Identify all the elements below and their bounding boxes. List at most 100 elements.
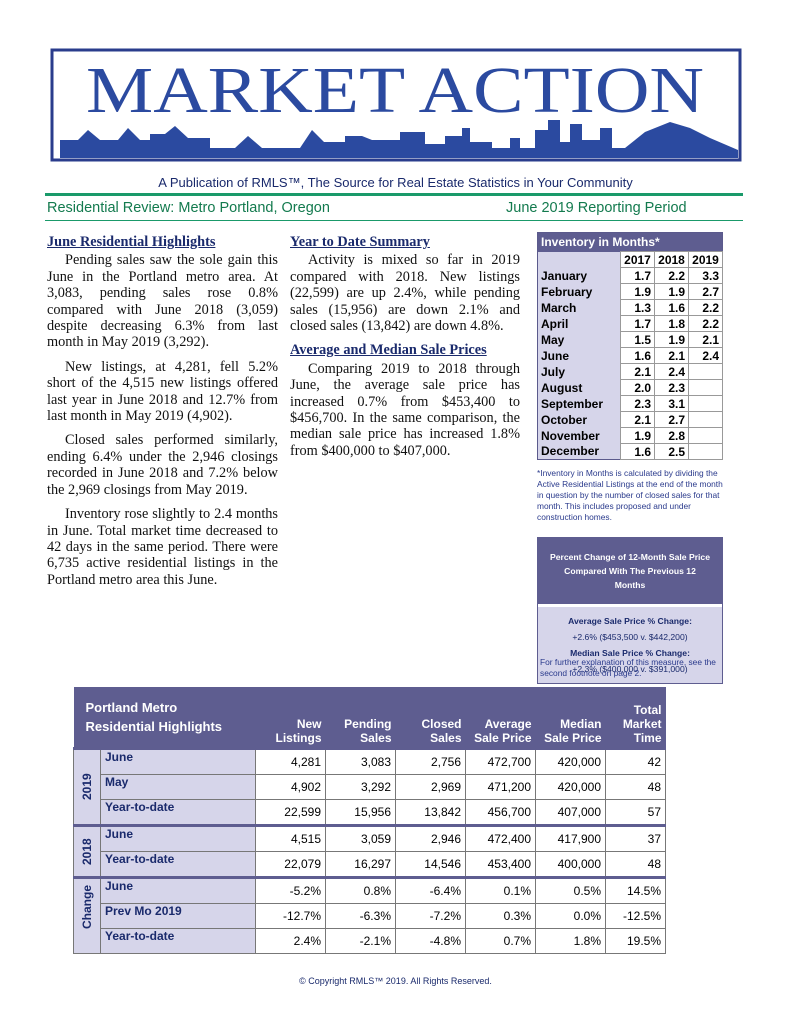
value: 13,842 — [395, 799, 466, 826]
title: MARKET ACTION — [86, 54, 704, 127]
value: 2.1 — [654, 347, 689, 364]
column-header: 2017 — [620, 251, 655, 268]
value: 19.5% — [605, 928, 666, 954]
value: 3,083 — [325, 747, 396, 775]
pct-body: Average Sale Price % Change: +2.6% ($453… — [538, 607, 722, 683]
month: January — [541, 268, 588, 283]
skyline — [60, 120, 738, 158]
row: April 1.7 1.8 2.2 — [538, 315, 723, 332]
value: 3.1 — [654, 395, 689, 412]
value: 453,400 — [465, 851, 536, 878]
value: 420,000 — [535, 747, 606, 775]
value: 57 — [605, 799, 666, 826]
region: Residential Review: Metro Portland, Oreg… — [47, 200, 330, 216]
value: 471,200 — [465, 774, 536, 800]
row: August 2.0 2.3 — [538, 379, 723, 396]
value: -6.3% — [325, 903, 396, 929]
inventory-title: Inventory in Months* — [537, 232, 723, 252]
value: 1.7 — [620, 267, 655, 284]
rule — [45, 220, 743, 221]
value: 2.4 — [688, 347, 723, 364]
heading: June Residential Highlights — [47, 234, 216, 250]
row: December 1.6 2.5 — [538, 443, 723, 460]
month: December — [541, 444, 600, 459]
row: 2017 2018 2019 — [538, 251, 723, 268]
value: 2,946 — [395, 824, 466, 852]
masthead: MARKET ACTION — [50, 48, 742, 162]
value: 2.2 — [688, 315, 723, 332]
value: 48 — [605, 774, 666, 800]
value — [688, 427, 723, 444]
pct-box: Percent Change of 12-Month Sale Price Co… — [537, 537, 723, 684]
value: 4,902 — [255, 774, 326, 800]
row: Change June -5.2% 0.8% -6.4% 0.1% 0.5% 14.5% — [73, 876, 666, 954]
row-label: Year-to-date — [100, 799, 256, 826]
row-label: June — [100, 824, 256, 852]
value: 0.5% — [535, 876, 606, 904]
row: October 2.1 2.7 — [538, 411, 723, 428]
value: 1.5 — [620, 331, 655, 348]
value: 37 — [605, 824, 666, 852]
value: 1.9 — [620, 427, 655, 444]
value: 2.3 — [620, 395, 655, 412]
rule — [45, 193, 743, 196]
group-cell: Change — [73, 876, 101, 954]
value: 1.7 — [620, 315, 655, 332]
paragraph: Activity is mixed so far in 2019 compare… — [290, 252, 520, 335]
value — [688, 379, 723, 396]
value: 407,000 — [535, 799, 606, 826]
row: February 1.9 1.9 2.7 — [538, 283, 723, 300]
row: Inventory in Months* — [537, 232, 723, 252]
month: April — [541, 316, 569, 331]
value: 0.8% — [325, 876, 396, 904]
month: July — [541, 364, 566, 379]
value: 2.8 — [654, 427, 689, 444]
value: 2.3 — [654, 379, 689, 396]
value: -4.8% — [395, 928, 466, 954]
value: 472,700 — [465, 747, 536, 775]
masthead-border — [50, 48, 742, 162]
group-label: 2018 — [80, 837, 94, 865]
value: -6.4% — [395, 876, 466, 904]
pct-title: Percent Change of 12-Month Sale Price Co… — [538, 538, 722, 607]
label: Average Sale Price % Change: — [568, 616, 692, 626]
row: Year-to-date 22,599 15,956 13,842 456,700 407… — [74, 799, 666, 826]
table-title: Portland Metro Residential Highlights — [73, 687, 256, 749]
value: 1.6 — [654, 299, 689, 316]
row: June 1.6 2.1 2.4 — [538, 347, 723, 364]
value: 15,956 — [325, 799, 396, 826]
value: 2.4% — [255, 928, 326, 954]
row: Prev Mo 2019 -12.7% -6.3% -7.2% 0.3% 0.0% -12.… — [74, 903, 666, 929]
column-header: Average Sale Price — [465, 687, 536, 749]
summary: Year to Date Summary Activity is mixed s… — [290, 234, 520, 467]
column-header: Total Market Time — [605, 687, 666, 749]
value: 2.2 — [688, 299, 723, 316]
paragraph: Pending sales saw the sole gain this Jun… — [47, 252, 278, 351]
footnote: For further explanation of this measure,… — [540, 657, 716, 678]
heading: Average and Median Sale Prices — [290, 342, 487, 359]
row: May 1.5 1.9 2.1 — [538, 331, 723, 348]
value: -5.2% — [255, 876, 326, 904]
copyright: © Copyright RMLS™ 2019. All Rights Reser… — [299, 976, 492, 986]
row-label: Prev Mo 2019 — [100, 903, 256, 929]
paragraph: Inventory rose slightly to 2.4 months in… — [47, 506, 278, 588]
value: 1.8 — [654, 315, 689, 332]
value: 1.9 — [654, 331, 689, 348]
label: Median Sale Price % Change: — [570, 648, 690, 658]
value: 48 — [605, 851, 666, 878]
header-row: Portland Metro Residential Highlights New… — [73, 687, 666, 749]
row-label: May — [100, 774, 256, 800]
value: 16,297 — [325, 851, 396, 878]
value: 2.4 — [654, 363, 689, 380]
column-header: Pending Sales — [325, 687, 396, 749]
value: 417,900 — [535, 824, 606, 852]
value: 456,700 — [465, 799, 536, 826]
value: 2,969 — [395, 774, 466, 800]
value: 3.3 — [688, 267, 723, 284]
value: -12.7% — [255, 903, 326, 929]
group-cell: 2018 — [73, 824, 101, 878]
row-label: June — [100, 876, 256, 904]
row: March 1.3 1.6 2.2 — [538, 299, 723, 316]
value: 4,281 — [255, 747, 326, 775]
